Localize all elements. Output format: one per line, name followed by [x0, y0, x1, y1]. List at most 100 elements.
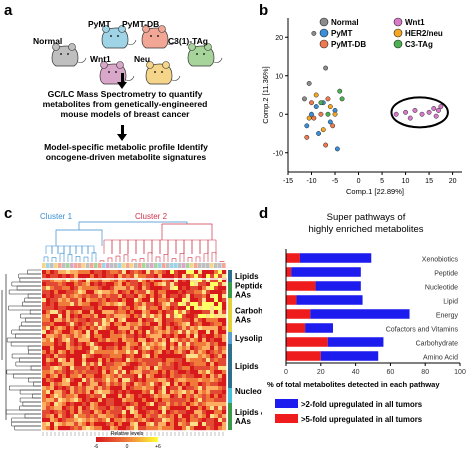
row-group-label: Nucleotides [235, 387, 262, 396]
pca-point-c3-tag [318, 100, 324, 106]
pca-legend-label: PyMT [331, 29, 352, 38]
flow-arrow-2 [117, 125, 127, 141]
bar-segment [286, 323, 306, 333]
sample-group-strip [42, 263, 226, 268]
row-group-label: Lipids & [235, 408, 262, 417]
bar-x-label: % of total metabolites detected in each … [267, 380, 440, 389]
pca-legend-label: Normal [331, 18, 359, 27]
mouse-icon-4 [99, 61, 135, 85]
pca-point-wnt1 [407, 115, 413, 121]
bar-segment [286, 309, 311, 319]
bar-segment [299, 253, 372, 263]
flow-arrow-1 [117, 73, 127, 89]
mouse-label-wnt1: Wnt1 [90, 54, 111, 64]
pca-point-pymt-db [318, 111, 324, 117]
pca-legend-swatch [393, 28, 403, 38]
color-scale-label: Relative levels [111, 431, 144, 437]
row-group-label: Lysolipids [235, 334, 262, 343]
pca-point-pymt-db [330, 123, 336, 129]
pca-y-tick-label: 0 [279, 112, 283, 119]
bar-category-label: Amino Acid [423, 354, 458, 361]
bar-segment [310, 309, 410, 319]
bar-segment [320, 351, 379, 361]
mouse-icon-5 [145, 61, 181, 85]
color-scale-max: +6 [155, 444, 161, 450]
pca-point-wnt1 [403, 109, 409, 115]
mice-illustration [51, 25, 223, 85]
heatmap-cells [42, 270, 227, 431]
pca-x-tick-label: -5 [332, 178, 338, 185]
pca-point-wnt1 [393, 111, 399, 117]
pca-point-normal [311, 30, 317, 36]
pca-point-her2-neu [332, 111, 338, 117]
mouse-label-c3tag: C3(1)-TAg [168, 36, 208, 46]
bar-segment [291, 267, 361, 277]
row-group-bar [228, 344, 232, 388]
pca-point-normal [323, 65, 329, 71]
row-group-label: AAs [235, 316, 252, 325]
cluster-2-label: Cluster 2 [135, 212, 168, 221]
pca-legend-swatch [393, 17, 403, 27]
row-group-label: AAs [235, 417, 252, 426]
pca-x-tick-label: -15 [283, 178, 293, 185]
pca-point-pymt [304, 123, 310, 129]
panel-b-letter: b [259, 2, 269, 19]
pca-point-wnt1 [419, 111, 425, 117]
panel-c-letter: c [4, 205, 13, 222]
pca-legend-swatch [319, 17, 329, 27]
pca-point-wnt1 [431, 106, 437, 111]
bar-segment [286, 281, 316, 291]
bar-category-label: Carbohydrate [416, 340, 459, 347]
bar-segment [296, 295, 363, 305]
pca-point-pymt-db [309, 100, 314, 106]
bar-x-tick-label: 20 [317, 369, 325, 376]
mouse-icon-3 [187, 43, 223, 67]
row-group-bar [228, 403, 232, 430]
pca-point-pymt-db [304, 134, 310, 140]
pca-point-c3-tag [337, 88, 343, 94]
color-scale-min: -6 [94, 444, 99, 450]
row-group-label: Lipids [235, 362, 259, 371]
bar-segment [286, 295, 297, 305]
row-group-label: Lipids [235, 272, 259, 281]
pca-x-tick-label: 10 [402, 178, 410, 185]
bar-category-label: Nucleotide [425, 284, 458, 291]
pca-x-tick-label: -10 [306, 178, 316, 185]
pca-x-tick-label: 15 [425, 178, 433, 185]
pca-legend-label: PyMT-DB [331, 40, 366, 49]
bar-segment [327, 337, 384, 347]
panel-d-letter: d [259, 205, 269, 222]
pca-point-her2-neu [320, 127, 326, 133]
bar-category-label: Peptide [434, 270, 458, 277]
pca-legend-label: C3-TAg [405, 40, 433, 49]
pca-legend-label: Wnt1 [405, 18, 425, 27]
pca-point-c3-tag [339, 96, 345, 102]
row-group-bar [228, 270, 232, 282]
mouse-icon-1 [141, 25, 177, 49]
bar-x-tick-label: 40 [352, 369, 360, 376]
bar-x-tick-label: 60 [387, 369, 395, 376]
row-group-bar [228, 282, 232, 298]
mouse-label-pymt-db: PyMT-DB [122, 19, 160, 29]
row-dendrogram [1, 269, 41, 431]
flow-step-profile: Model-specific metabolic profile Identif… [44, 142, 208, 162]
row-group-bar [228, 298, 232, 332]
color-scale-bar [96, 437, 158, 442]
pca-point-pymt-db [325, 96, 331, 102]
mouse-icon-2 [51, 43, 87, 67]
bar-legend-swatch [275, 399, 298, 408]
flow-step-ms: GC/LC Mass Spectrometry to quantify meta… [42, 89, 208, 119]
pca-y-tick-label: 20 [275, 35, 283, 42]
pca-y-label: Comp.2 [11.36%] [262, 66, 270, 123]
bar-segment [286, 337, 328, 347]
row-group-label: AAs [235, 291, 252, 300]
bar-segment [305, 323, 333, 333]
pca-point-wnt1 [426, 109, 432, 115]
bar-x-tick-label: 0 [284, 369, 288, 376]
pca-point-wnt1 [412, 107, 418, 113]
mouse-label-neu: Neu [134, 54, 151, 64]
bar-category-label: Energy [436, 312, 459, 319]
bar-chart-title: Super pathways of [327, 212, 406, 223]
wnt1-cluster-ellipse [390, 96, 449, 129]
